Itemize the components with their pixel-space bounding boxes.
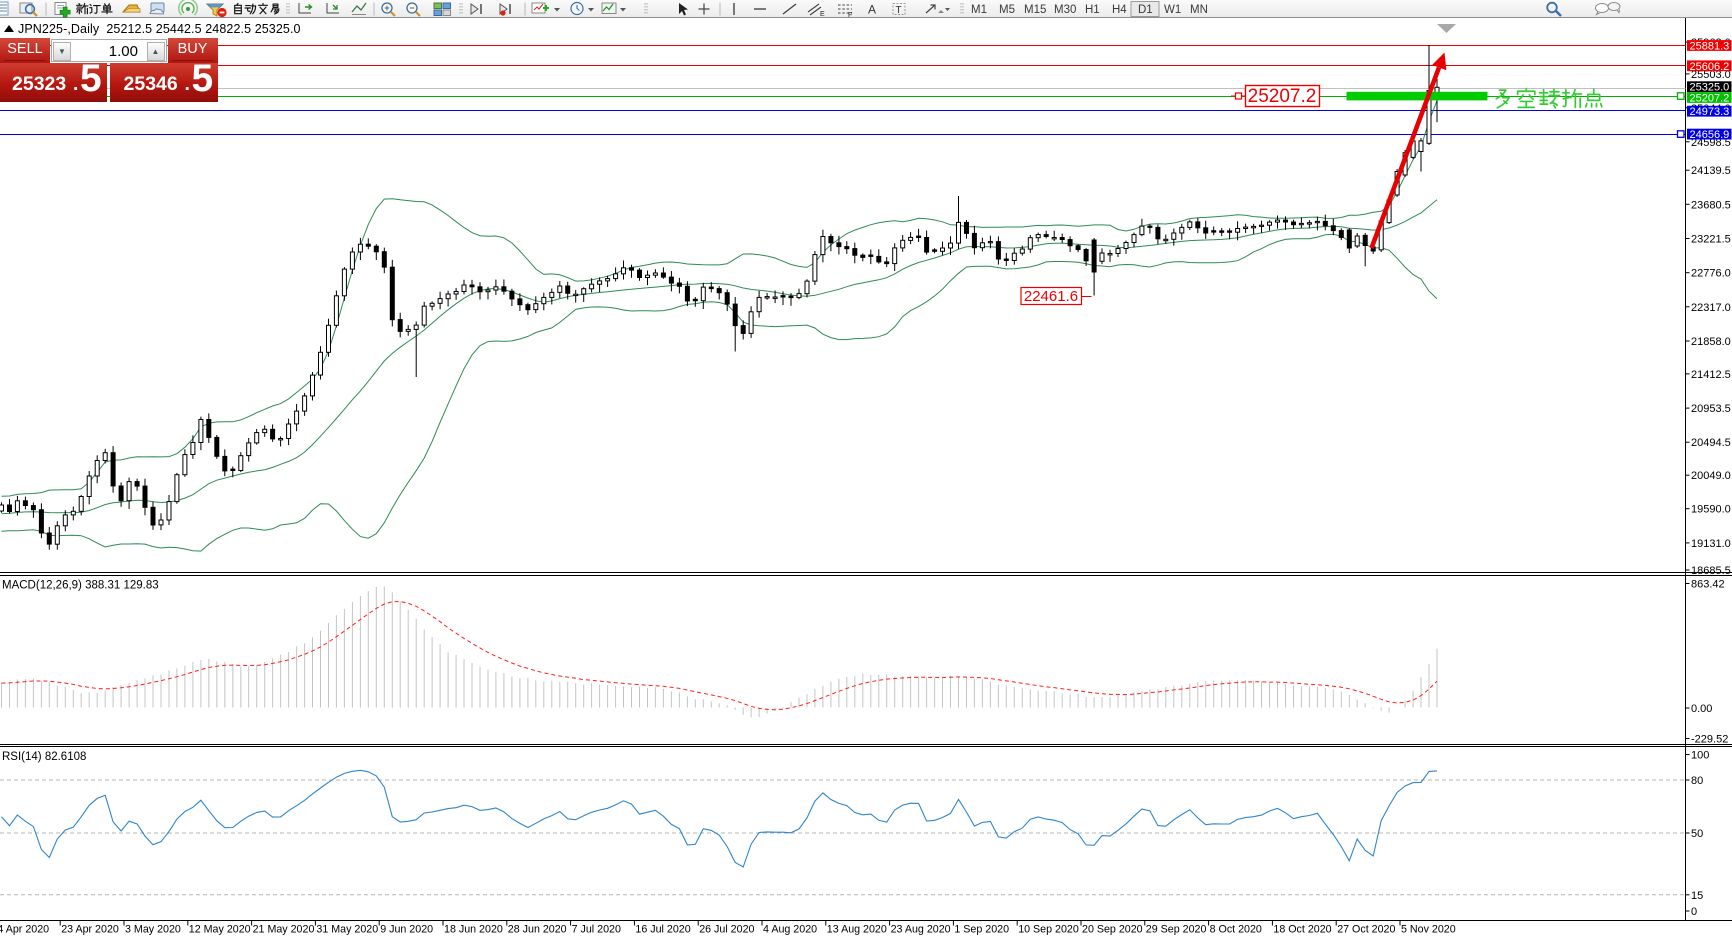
- svg-text:T: T: [896, 5, 902, 16]
- svg-text:MN: MN: [1190, 4, 1208, 16]
- svg-text:23 Aug 2020: 23 Aug 2020: [891, 924, 951, 936]
- svg-text:0: 0: [1691, 906, 1697, 918]
- svg-text:12 May 2020: 12 May 2020: [189, 924, 251, 936]
- svg-text:8 Oct 2020: 8 Oct 2020: [1210, 924, 1262, 936]
- svg-text:D1: D1: [1138, 4, 1153, 16]
- svg-text:23221.5: 23221.5: [1691, 234, 1731, 246]
- svg-text:18685.5: 18685.5: [1691, 565, 1731, 577]
- svg-text:25325.0: 25325.0: [1690, 82, 1730, 94]
- svg-text:10 Sep 2020: 10 Sep 2020: [1018, 924, 1079, 936]
- svg-text:21858.0: 21858.0: [1691, 336, 1731, 348]
- svg-text:19131.0: 19131.0: [1691, 538, 1731, 550]
- svg-text:24598.5: 24598.5: [1691, 137, 1731, 149]
- svg-text:80: 80: [1691, 775, 1703, 787]
- svg-text:27 Oct 2020: 27 Oct 2020: [1337, 924, 1395, 936]
- svg-text:25503.0: 25503.0: [1691, 69, 1731, 81]
- svg-text:26 Jul 2020: 26 Jul 2020: [699, 924, 754, 936]
- svg-text:24139.5: 24139.5: [1691, 165, 1731, 177]
- svg-text:9 Jun 2020: 9 Jun 2020: [380, 924, 433, 936]
- svg-text:25881.3: 25881.3: [1690, 41, 1730, 53]
- svg-text:23 Apr 2020: 23 Apr 2020: [61, 924, 119, 936]
- svg-text:5 Nov 2020: 5 Nov 2020: [1401, 924, 1456, 936]
- svg-text:7 Jul 2020: 7 Jul 2020: [572, 924, 621, 936]
- svg-text:−: −: [409, 3, 414, 13]
- svg-text:24656.9: 24656.9: [1690, 129, 1730, 141]
- svg-text:25606.2: 25606.2: [1690, 61, 1730, 73]
- svg-text:13 Aug 2020: 13 Aug 2020: [827, 924, 887, 936]
- svg-text:24973.3: 24973.3: [1690, 106, 1730, 118]
- svg-text:A: A: [868, 3, 876, 17]
- svg-text:20049.0: 20049.0: [1691, 470, 1731, 482]
- svg-text:22317.0: 22317.0: [1691, 302, 1731, 314]
- svg-text:M1: M1: [971, 4, 987, 16]
- svg-text:4 Aug 2020: 4 Aug 2020: [763, 924, 817, 936]
- svg-text:22461.6: 22461.6: [1024, 288, 1078, 305]
- svg-text:20953.5: 20953.5: [1691, 403, 1731, 415]
- svg-text:25207.2: 25207.2: [1248, 86, 1317, 107]
- svg-text:18 Jun 2020: 18 Jun 2020: [444, 924, 503, 936]
- svg-text:29 Sep 2020: 29 Sep 2020: [1146, 924, 1207, 936]
- svg-text:18 Oct 2020: 18 Oct 2020: [1273, 924, 1331, 936]
- svg-text:31 May 2020: 31 May 2020: [316, 924, 378, 936]
- svg-text:20 Sep 2020: 20 Sep 2020: [1082, 924, 1143, 936]
- svg-text:22776.0: 22776.0: [1691, 268, 1731, 280]
- svg-text:M15: M15: [1024, 4, 1046, 16]
- svg-text:21412.5: 21412.5: [1691, 369, 1731, 381]
- svg-text:4 Apr 2020: 4 Apr 2020: [0, 924, 49, 936]
- svg-text:21 May 2020: 21 May 2020: [253, 924, 315, 936]
- svg-text:15: 15: [1691, 890, 1703, 902]
- svg-text:H4: H4: [1112, 4, 1127, 16]
- svg-text:MACD(12,26,9) 388.31 129.83: MACD(12,26,9) 388.31 129.83: [2, 580, 159, 592]
- svg-text:19590.0: 19590.0: [1691, 504, 1731, 516]
- svg-text:16 Jul 2020: 16 Jul 2020: [635, 924, 690, 936]
- svg-text:F: F: [848, 12, 852, 18]
- svg-text:23680.5: 23680.5: [1691, 199, 1731, 211]
- svg-text:W1: W1: [1164, 4, 1181, 16]
- svg-text:25207.2: 25207.2: [1690, 93, 1730, 105]
- svg-text:RSI(14) 82.6108: RSI(14) 82.6108: [2, 751, 86, 763]
- svg-text:-229.52: -229.52: [1691, 734, 1728, 746]
- svg-text:100: 100: [1691, 750, 1709, 762]
- svg-text:20494.5: 20494.5: [1691, 437, 1731, 449]
- svg-text:3 May 2020: 3 May 2020: [125, 924, 181, 936]
- svg-text:0.00: 0.00: [1691, 703, 1712, 715]
- svg-text:M5: M5: [999, 4, 1015, 16]
- svg-text:1 Sep 2020: 1 Sep 2020: [954, 924, 1009, 936]
- svg-text:863.42: 863.42: [1691, 579, 1725, 591]
- svg-text:50: 50: [1691, 828, 1703, 840]
- svg-text:28 Jun 2020: 28 Jun 2020: [508, 924, 567, 936]
- svg-text:M30: M30: [1054, 4, 1076, 16]
- svg-text:E: E: [820, 11, 825, 18]
- svg-text:+: +: [384, 3, 389, 13]
- svg-text:H1: H1: [1085, 4, 1100, 16]
